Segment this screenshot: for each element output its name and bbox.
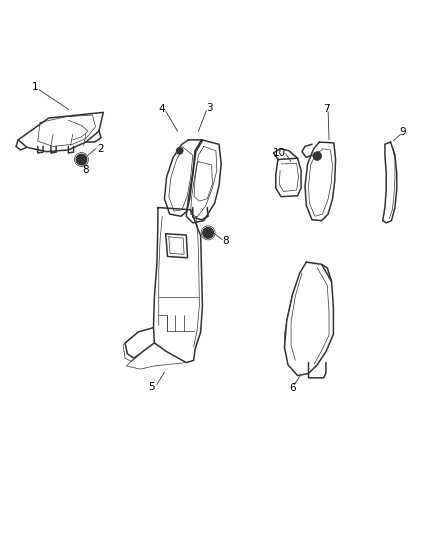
Text: 4: 4 — [158, 104, 165, 114]
Text: 3: 3 — [206, 103, 213, 114]
Circle shape — [76, 154, 87, 165]
Text: 8: 8 — [222, 236, 229, 246]
Text: 2: 2 — [97, 143, 103, 154]
Text: 10: 10 — [273, 148, 286, 158]
Text: 6: 6 — [289, 383, 296, 393]
Circle shape — [176, 147, 183, 154]
Circle shape — [203, 228, 213, 238]
Circle shape — [313, 152, 321, 160]
Text: 5: 5 — [148, 382, 155, 392]
Text: 9: 9 — [399, 127, 406, 137]
Text: 7: 7 — [323, 104, 329, 114]
Text: 1: 1 — [32, 82, 38, 92]
Text: 8: 8 — [82, 165, 89, 175]
